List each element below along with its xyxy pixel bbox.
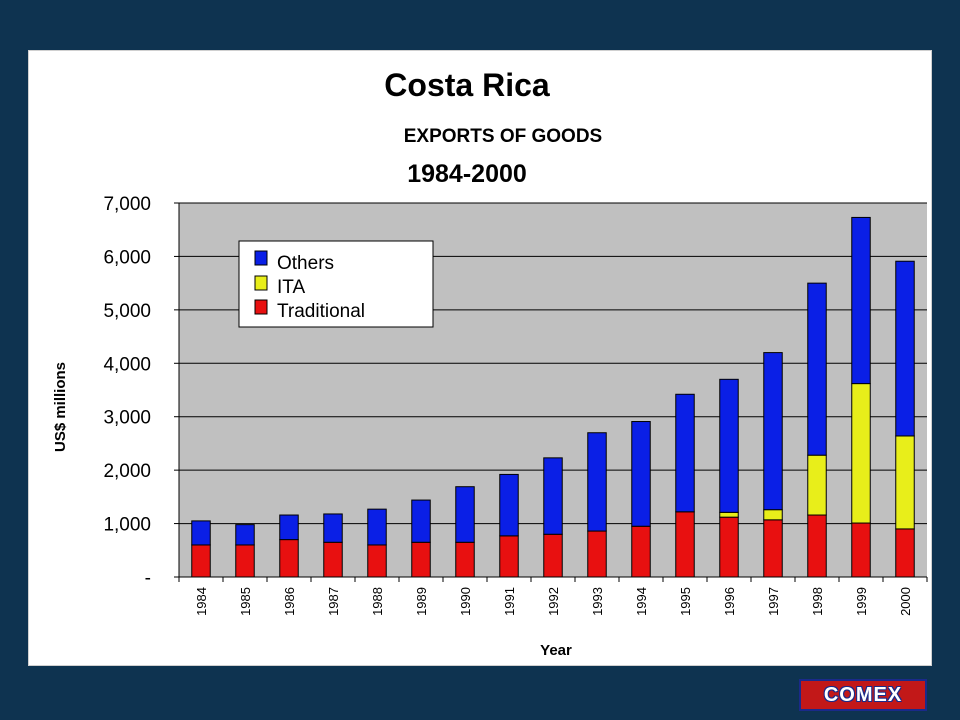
bar-traditional-1992 xyxy=(543,533,563,578)
legend-box xyxy=(238,240,434,328)
bar-traditional-1997 xyxy=(763,519,783,578)
y-tick-label: 7,000 xyxy=(103,194,151,215)
x-tick-label: 1993 xyxy=(590,587,605,616)
y-axis-label: US$ millions xyxy=(52,362,69,452)
x-tick-label: 1998 xyxy=(810,587,825,616)
bar-traditional-1999 xyxy=(851,522,871,578)
x-axis-label: Year xyxy=(540,642,572,659)
legend-swatch-others xyxy=(254,250,268,266)
bar-ita-1997 xyxy=(763,509,783,521)
bar-others-1991 xyxy=(499,473,519,537)
y-tick-label: 3,000 xyxy=(103,408,151,429)
bar-traditional-1994 xyxy=(631,525,651,578)
bar-others-1990 xyxy=(455,486,475,543)
bar-others-2000 xyxy=(895,260,915,437)
y-tick-label: 4,000 xyxy=(103,354,151,375)
x-tick-label: 1986 xyxy=(282,587,297,616)
y-tick-label: - xyxy=(145,568,151,589)
y-axis-ticks: - 1,000 2,000 3,000 4,000 5,000 6,000 7,000 xyxy=(103,194,179,589)
legend-swatch-ita xyxy=(254,275,268,291)
bar-traditional-1996 xyxy=(719,516,739,578)
bar-others-1994 xyxy=(631,421,651,527)
chart-title: Costa Rica xyxy=(384,67,550,103)
bar-ita-1996 xyxy=(719,511,739,518)
x-tick-label: 1999 xyxy=(854,587,869,616)
bar-traditional-1990 xyxy=(455,541,475,578)
x-tick-label: 2000 xyxy=(898,587,913,616)
y-tick-label: 2,000 xyxy=(103,461,151,482)
x-axis-ticks: 1984 1985 1986 1987 1988 1989 1990 1991 1992 1993… xyxy=(178,577,928,616)
bar-traditional-2000 xyxy=(895,528,915,578)
bar-others-1987 xyxy=(323,513,343,543)
bar-ita-1998 xyxy=(807,454,827,516)
x-tick-label: 1994 xyxy=(634,587,649,616)
legend-label-others: Others xyxy=(277,253,334,274)
bar-others-1998 xyxy=(807,282,827,456)
bar-others-1995 xyxy=(675,393,695,513)
slide-panel: Costa Rica EXPORTS OF GOODS 1984-2000 - 1… xyxy=(28,50,932,666)
legend-swatch-traditional xyxy=(254,299,268,315)
x-tick-label: 1996 xyxy=(722,587,737,616)
bar-traditional-1988 xyxy=(367,544,387,578)
x-tick-label: 1992 xyxy=(546,587,561,616)
bar-others-1985 xyxy=(235,524,255,546)
bar-others-1986 xyxy=(279,514,299,541)
x-tick-label: 1995 xyxy=(678,587,693,616)
x-tick-label: 1984 xyxy=(194,587,209,616)
chart-period: 1984-2000 xyxy=(407,160,527,188)
bar-others-1996 xyxy=(719,378,739,513)
bar-traditional-1998 xyxy=(807,514,827,578)
bar-traditional-1986 xyxy=(279,539,299,578)
chart: Costa Rica EXPORTS OF GOODS 1984-2000 - 1… xyxy=(52,67,928,659)
y-tick-label: 6,000 xyxy=(103,247,151,268)
bar-others-1989 xyxy=(411,499,431,543)
bar-traditional-1984 xyxy=(191,544,211,578)
bar-others-1993 xyxy=(587,432,607,532)
legend-label-traditional: Traditional xyxy=(277,301,365,322)
x-tick-label: 1997 xyxy=(766,587,781,616)
bars xyxy=(191,216,915,578)
comex-logo-text: COMEX xyxy=(823,683,903,706)
x-tick-label: 1988 xyxy=(370,587,385,616)
bar-traditional-1993 xyxy=(587,530,607,578)
x-tick-label: 1990 xyxy=(458,587,473,616)
bar-others-1992 xyxy=(543,457,563,535)
bar-others-1984 xyxy=(191,520,211,546)
bar-traditional-1991 xyxy=(499,535,519,578)
x-tick-label: 1987 xyxy=(326,587,341,616)
bar-traditional-1987 xyxy=(323,541,343,578)
bar-others-1997 xyxy=(763,352,783,511)
legend-label-ita: ITA xyxy=(277,277,305,298)
x-tick-label: 1985 xyxy=(238,587,253,616)
y-tick-label: 5,000 xyxy=(103,301,151,322)
bar-traditional-1995 xyxy=(675,511,695,578)
comex-logo: COMEX xyxy=(799,679,927,711)
y-tick-label: 1,000 xyxy=(103,515,151,536)
bar-others-1988 xyxy=(367,508,387,546)
bar-traditional-1989 xyxy=(411,541,431,578)
chart-subtitle: EXPORTS OF GOODS xyxy=(404,126,602,147)
bar-others-1999 xyxy=(851,216,871,385)
bar-ita-1999 xyxy=(851,383,871,524)
bar-ita-2000 xyxy=(895,435,915,530)
x-tick-label: 1991 xyxy=(502,587,517,616)
x-tick-label: 1989 xyxy=(414,587,429,616)
bar-traditional-1985 xyxy=(235,544,255,578)
legend: Others ITA Traditional xyxy=(238,240,434,328)
